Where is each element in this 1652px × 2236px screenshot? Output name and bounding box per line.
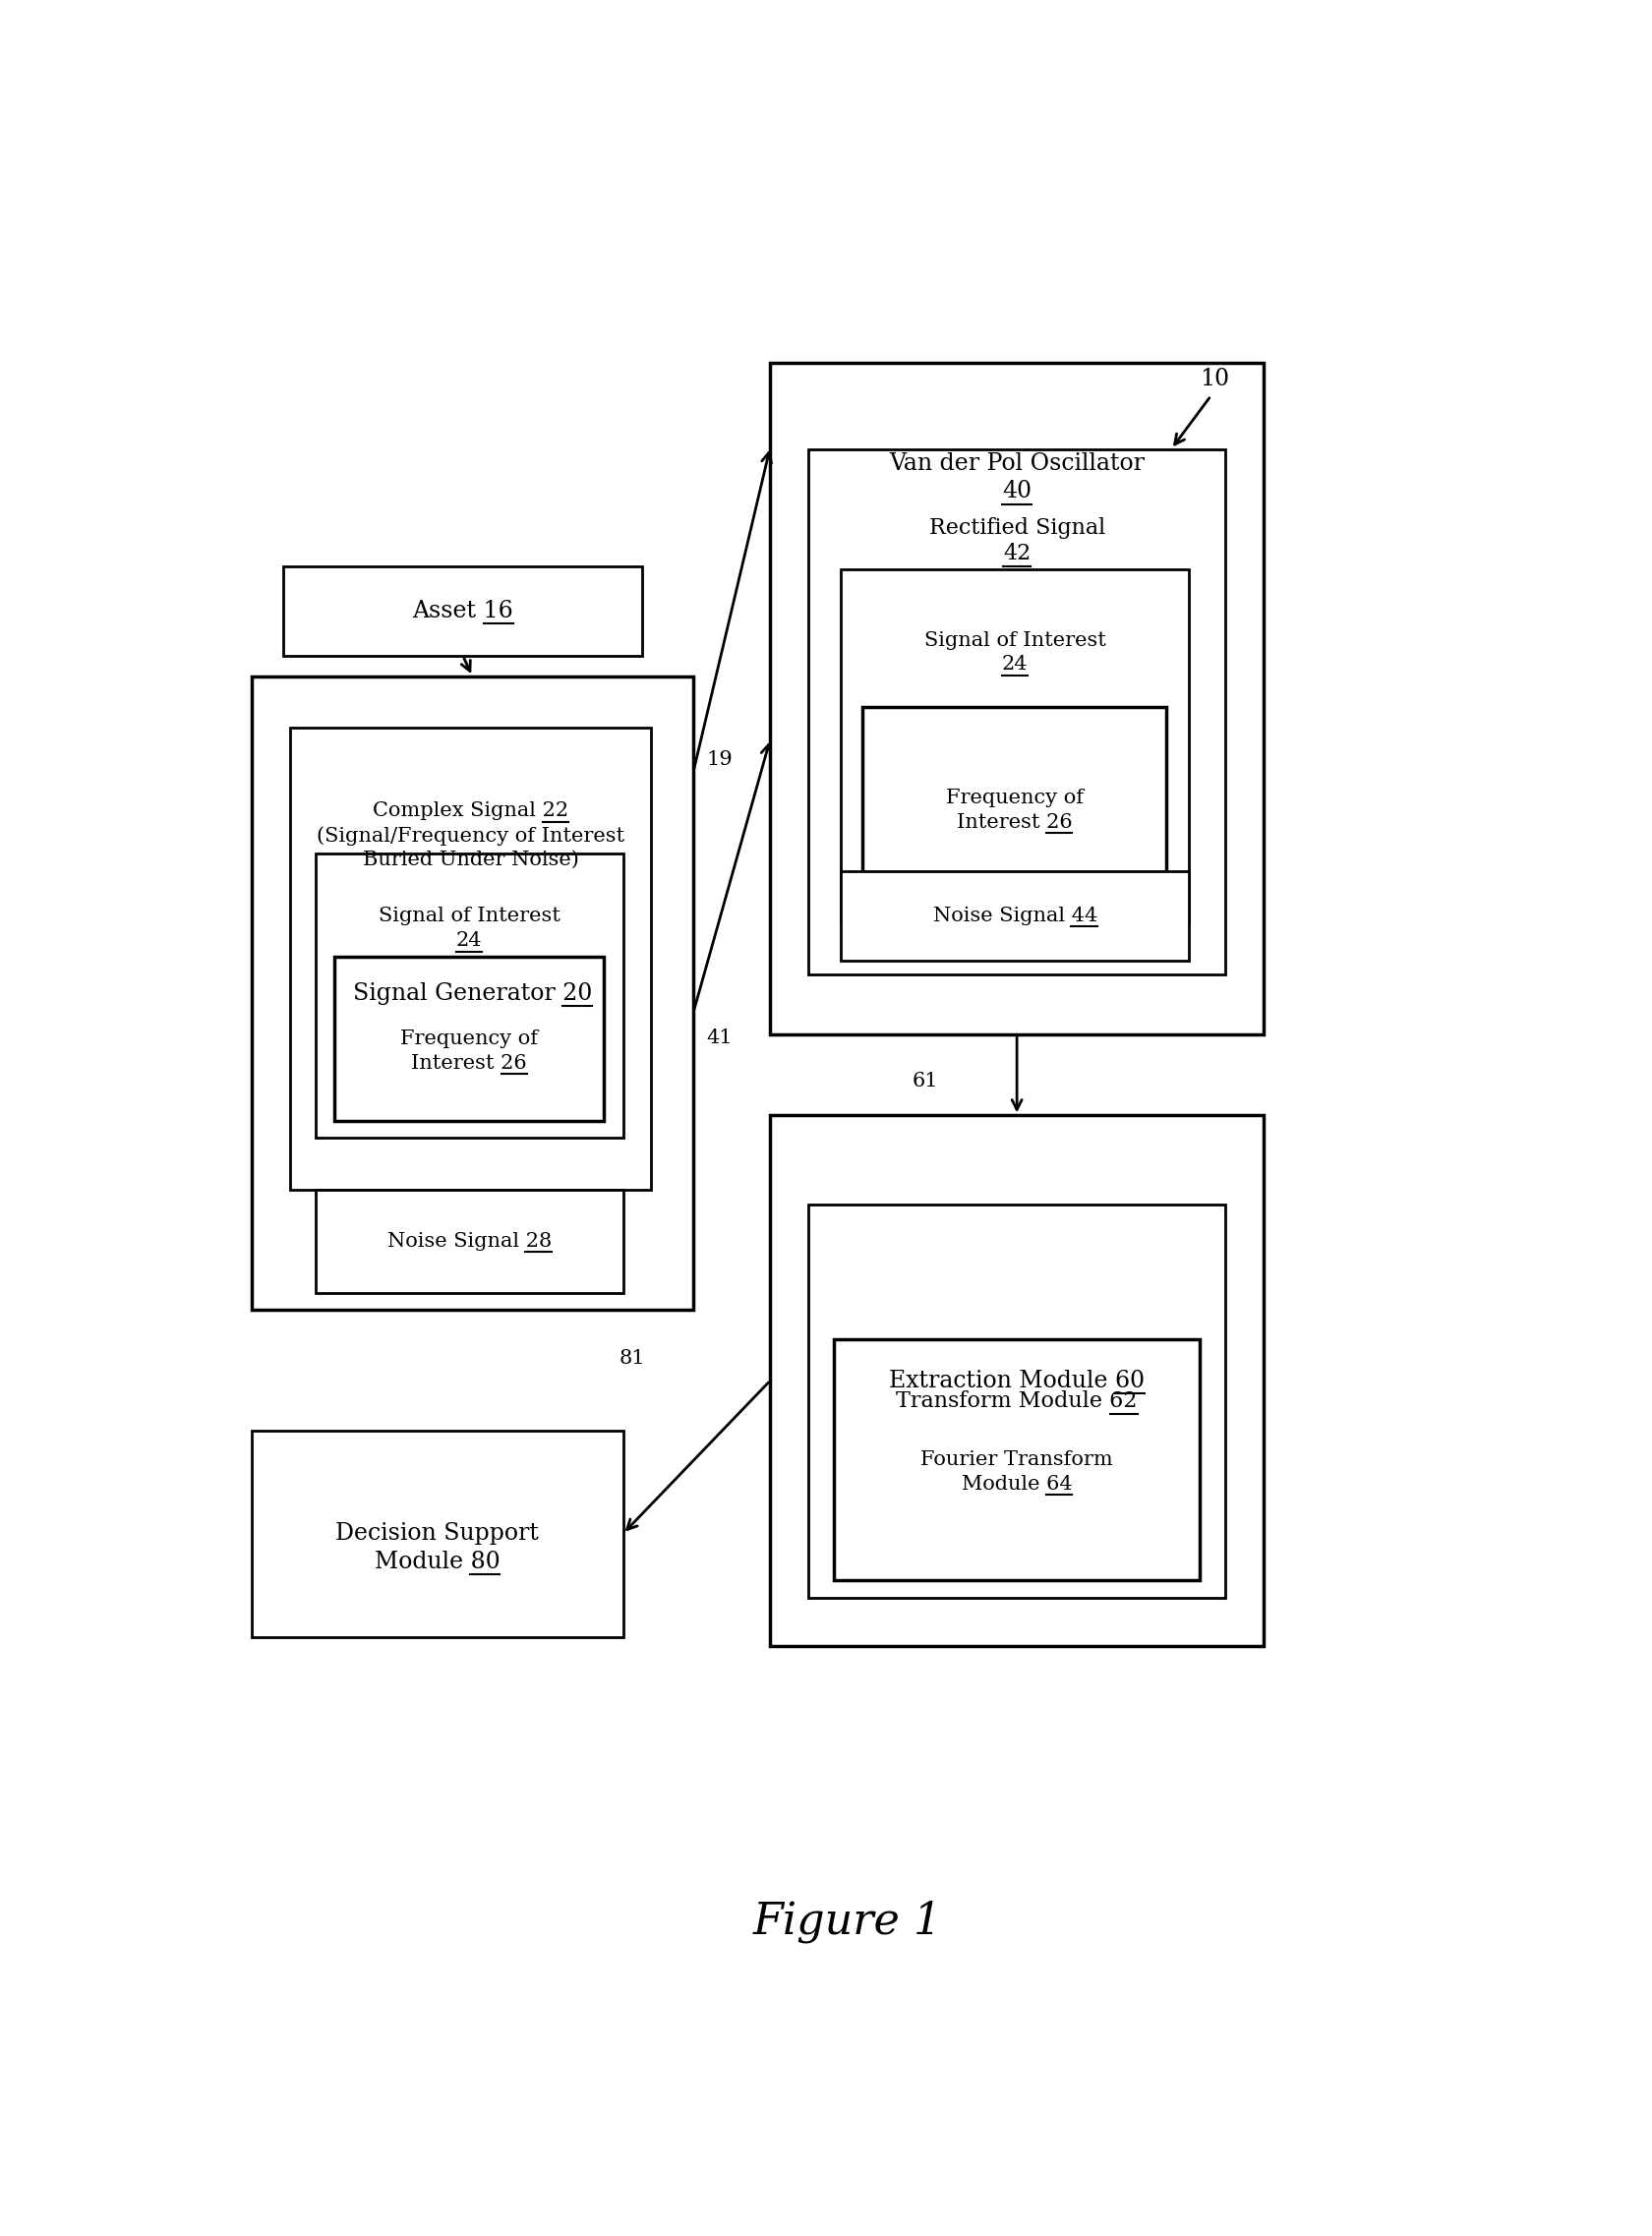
Text: Interest 26: Interest 26 <box>957 814 1072 832</box>
Text: Complex Signal 22: Complex Signal 22 <box>372 803 568 821</box>
Text: Buried Under Noise): Buried Under Noise) <box>362 850 578 870</box>
Bar <box>251 1431 623 1637</box>
Bar <box>808 1205 1224 1597</box>
Bar <box>334 957 603 1120</box>
Text: Figure 1: Figure 1 <box>752 1901 942 1943</box>
Text: 61: 61 <box>912 1071 937 1091</box>
Bar <box>841 570 1188 923</box>
Text: Interest 26: Interest 26 <box>411 1053 527 1073</box>
Bar <box>316 1190 623 1292</box>
Bar <box>834 1339 1199 1581</box>
Text: Van der Pol Oscillator: Van der Pol Oscillator <box>889 452 1145 474</box>
Text: Extraction Module 60: Extraction Module 60 <box>889 1368 1145 1391</box>
Text: 24: 24 <box>456 932 482 950</box>
Text: Decision Support: Decision Support <box>335 1523 539 1545</box>
Bar <box>289 729 651 1190</box>
Text: Fourier Transform: Fourier Transform <box>920 1451 1112 1469</box>
Text: 42: 42 <box>1003 543 1031 566</box>
Text: Asset 16: Asset 16 <box>411 599 514 622</box>
Text: 10: 10 <box>1199 367 1229 391</box>
Text: Frequency of: Frequency of <box>945 789 1082 807</box>
Text: Module 64: Module 64 <box>961 1476 1072 1494</box>
Text: Signal of Interest: Signal of Interest <box>378 908 560 926</box>
Text: 19: 19 <box>705 749 732 769</box>
Text: Noise Signal 28: Noise Signal 28 <box>387 1232 552 1250</box>
Text: Module 80: Module 80 <box>375 1550 499 1572</box>
Bar <box>316 854 623 1138</box>
Text: 24: 24 <box>1001 655 1028 673</box>
Text: Signal of Interest: Signal of Interest <box>923 631 1105 648</box>
Bar <box>282 566 641 655</box>
Text: 81: 81 <box>620 1348 644 1366</box>
Text: Transform Module 62: Transform Module 62 <box>895 1391 1137 1411</box>
Bar <box>770 1116 1262 1646</box>
Text: (Signal/Frequency of Interest: (Signal/Frequency of Interest <box>317 825 624 845</box>
Bar <box>862 707 1165 888</box>
Text: Frequency of: Frequency of <box>400 1029 539 1049</box>
Bar <box>841 870 1188 961</box>
Bar <box>770 362 1262 1035</box>
Bar <box>808 449 1224 975</box>
Text: 40: 40 <box>1001 481 1031 503</box>
Text: Rectified Signal: Rectified Signal <box>928 517 1105 539</box>
Text: Signal Generator 20: Signal Generator 20 <box>352 982 591 1004</box>
Bar <box>251 675 692 1310</box>
Text: Noise Signal 44: Noise Signal 44 <box>932 906 1097 926</box>
Text: 41: 41 <box>705 1029 732 1046</box>
